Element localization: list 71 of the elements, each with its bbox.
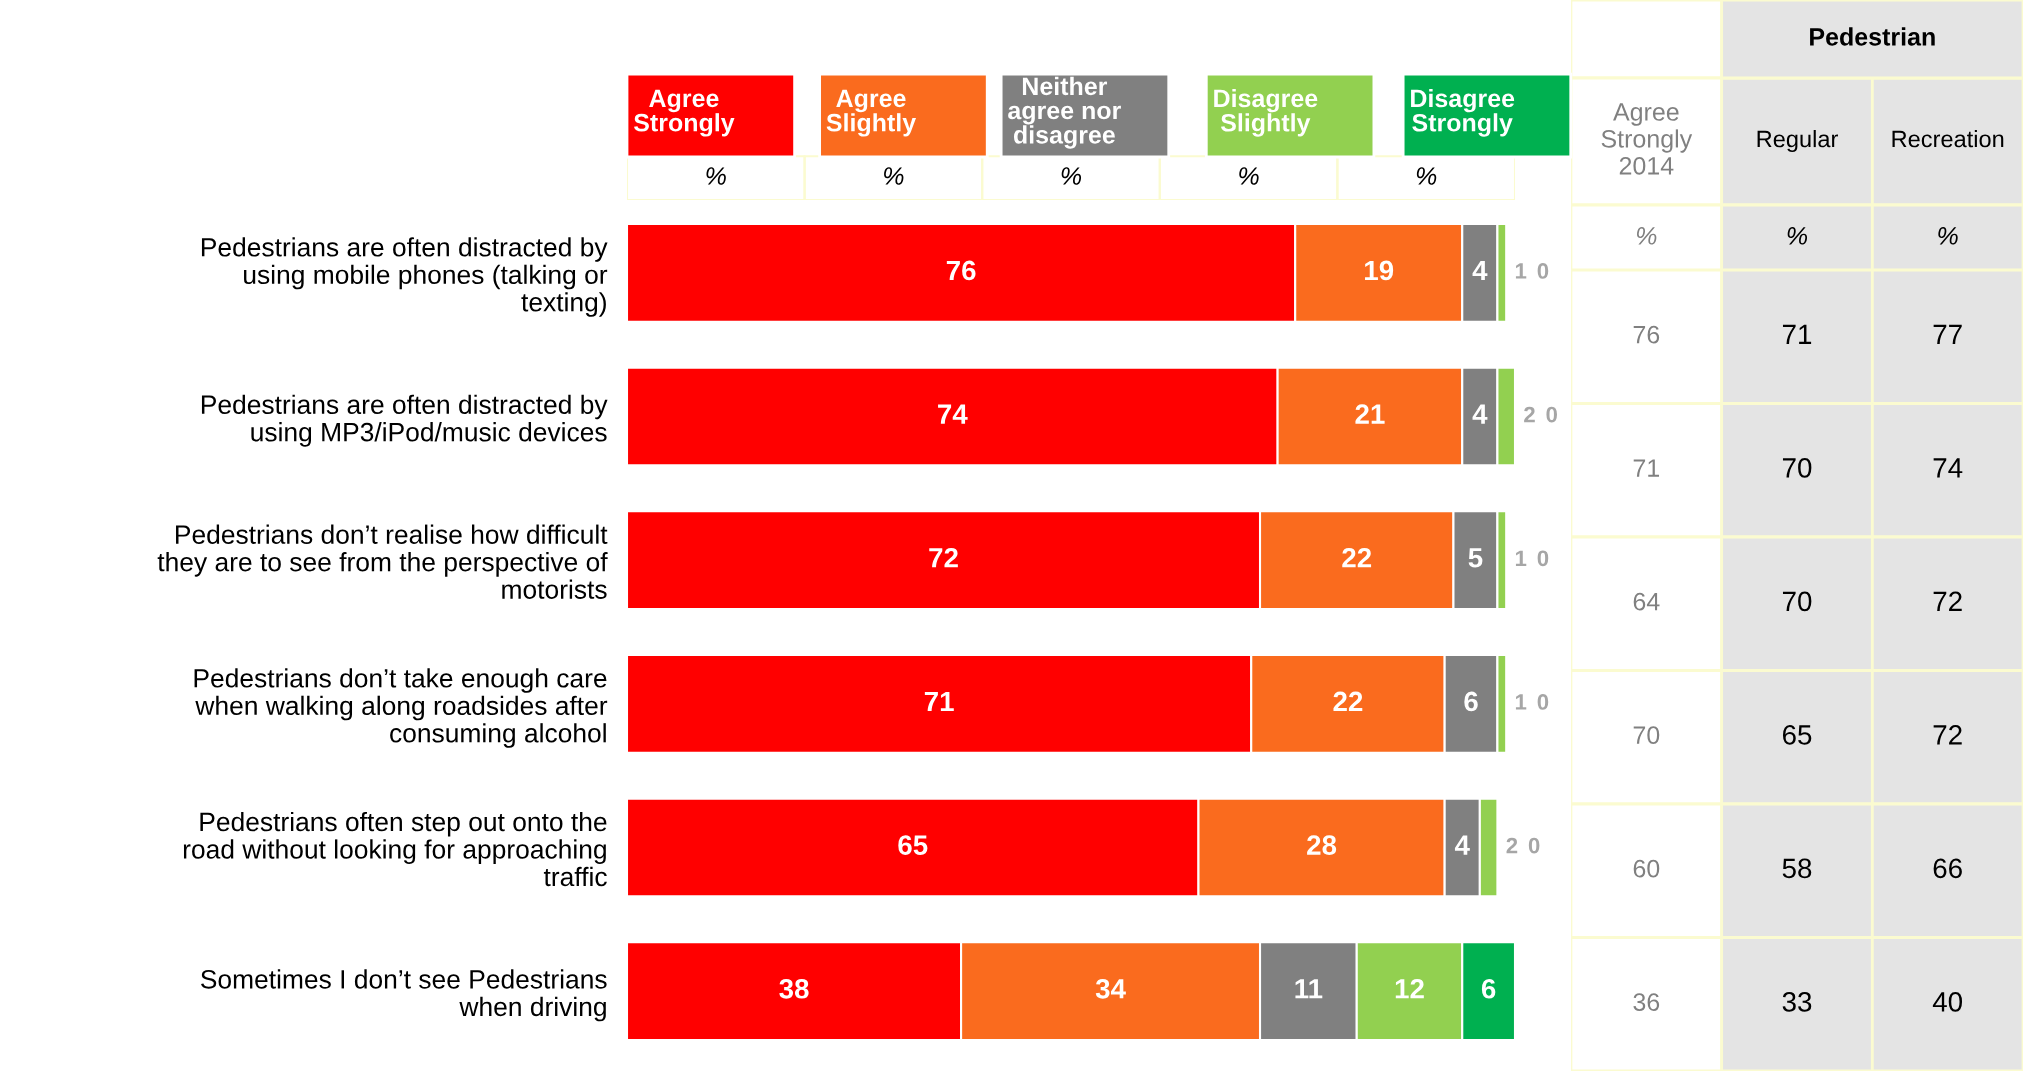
annotation: % [1637,227,1657,245]
chart-title: Pedestrian [1810,27,1935,46]
text: % [1239,167,1259,185]
text: Neither agree nor disagree [1008,76,1121,149]
text: Agree Strongly [633,89,735,137]
data-label: 71 [1633,459,1660,477]
data-label: 36 [1633,993,1660,1011]
data-label: 34 [1095,978,1126,999]
text: Disagree Strongly [1411,88,1515,137]
data-label: 2 [1506,837,1518,854]
data-label: 66 [1933,858,1962,879]
data-label: 0 [1537,550,1549,567]
data-label: 0 [1546,406,1557,423]
data-label: 70 [1633,726,1660,744]
data-label: 6 [1481,978,1496,999]
data-label: 72 [929,547,958,568]
data-label: 1 [1515,550,1527,566]
y-tick-label: Pedestrians don’t take enough care when walking along roadsides after consuming alcohol [194,668,608,748]
text: Agree Slightly [826,89,917,137]
data-label: 74 [1933,458,1963,478]
data-label: 71 [924,691,954,712]
annotation: % [1787,227,1808,245]
data-label: 64 [1633,592,1660,611]
data-label: 11 [1295,979,1323,999]
data-label: 72 [1933,591,1962,611]
text: % [1416,167,1437,185]
data-label: 2 [1524,406,1535,423]
data-label: 4 [1454,835,1470,855]
data-label: 74 [938,404,968,424]
data-label: 76 [1633,325,1660,344]
y-tick-label: Pedestrians often step out onto the road without looking for approaching traffic [183,811,607,887]
text: Disagree Slightly [1214,88,1318,137]
annotation: % [1938,227,1958,245]
y-tick-label: Pedestrians are often distracted by using MP3/iPod/music devices [201,394,608,447]
x-tick-label: Agree Strongly 2014 [1601,103,1693,175]
data-label: 28 [1307,835,1337,855]
text: % [1061,167,1082,185]
data-label: 0 [1528,837,1540,854]
data-label: 71 [1782,324,1812,344]
data-label: 0 [1537,694,1549,710]
text: % [884,167,904,185]
data-label: 76 [946,260,976,281]
data-label: 40 [1932,992,1963,1012]
data-label: 58 [1782,858,1812,879]
data-label: 21 [1355,404,1385,424]
data-label: 6 [1464,691,1478,712]
data-label: 72 [1933,725,1962,745]
x-tick-label: Recreation [1892,130,2004,148]
data-label: 19 [1365,260,1394,281]
data-label: 65 [1782,725,1812,745]
data-label: 38 [779,978,809,999]
text: % [706,167,726,185]
data-label: 4 [1472,404,1488,424]
data-label: 70 [1782,591,1812,612]
x-tick-label: Regular [1757,130,1838,153]
data-label: 1 [1515,694,1527,710]
data-label: 77 [1933,324,1962,344]
data-label: 0 [1537,263,1549,279]
data-label: 65 [898,835,928,855]
y-tick-label: Pedestrians are often distracted by using mobile phones (talking or texting) [201,237,608,317]
data-label: 22 [1342,547,1372,568]
data-label: 12 [1395,978,1424,999]
data-label: 5 [1468,548,1483,568]
data-label: 33 [1782,992,1812,1012]
data-label: 60 [1633,859,1660,878]
data-label: 1 [1515,263,1527,279]
data-label: 22 [1333,691,1363,712]
data-label: 70 [1782,458,1812,478]
y-tick-label: Sometimes I don’t see Pedestrians when driving [201,969,607,1022]
y-tick-label: Pedestrians don’t realise how difficult they are to see from the perspective of motorists [157,524,608,599]
data-label: 4 [1472,260,1488,281]
